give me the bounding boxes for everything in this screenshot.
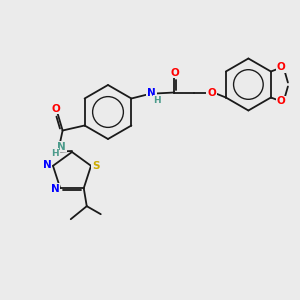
Text: O: O [207, 88, 216, 98]
Text: N: N [147, 88, 156, 98]
Text: H: H [51, 149, 58, 158]
Text: O: O [277, 97, 285, 106]
Text: O: O [170, 68, 179, 77]
Text: O: O [51, 103, 60, 113]
Text: S: S [92, 161, 100, 171]
Text: N: N [43, 160, 51, 170]
Text: N: N [57, 142, 66, 152]
Text: H: H [154, 96, 161, 105]
Text: N: N [51, 184, 60, 194]
Text: O: O [277, 62, 285, 73]
